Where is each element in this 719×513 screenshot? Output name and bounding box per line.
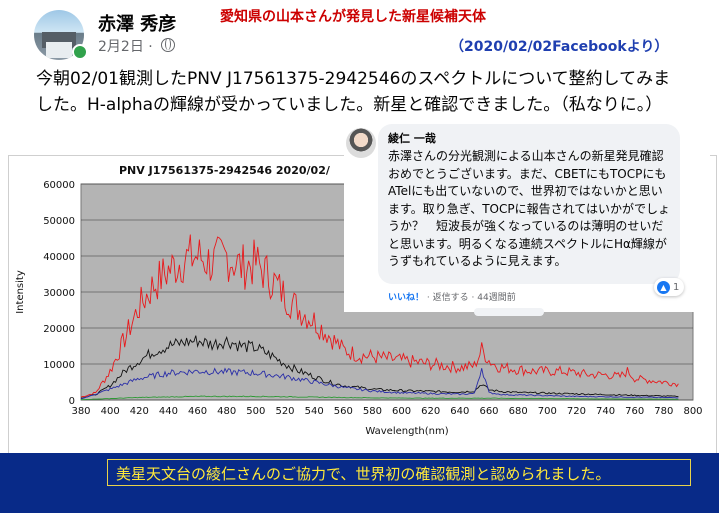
post-meta: 2月2日 ·: [98, 36, 176, 56]
post-text: 今朝02/01観測したPNV J17561375-2942546のスペクトルにつ…: [36, 69, 671, 115]
series-line-3: [80, 395, 679, 401]
x-tick-label: 420: [130, 406, 149, 417]
commenter-avatar[interactable]: [346, 128, 376, 158]
comment-actions: いいね！ · 返信する · 44週間前: [388, 290, 516, 303]
x-tick-label: 640: [450, 406, 469, 417]
comment-text: 赤澤さんの分光観測による山本さんの新星発見確認おめでとうございます。まだ、CBE…: [388, 149, 670, 268]
x-tick-label: 440: [159, 406, 178, 417]
y-tick-label: 30000: [43, 288, 75, 299]
caption-source: （2020/02/02Facebookより）: [450, 39, 669, 55]
series-line-0: [80, 234, 679, 398]
commenter-name[interactable]: 綾仁 一哉: [388, 132, 436, 145]
banner-box: 美星天文台の綾仁さんのご協力で、世界初の確認観測と認められました。: [107, 459, 691, 486]
avatar-wall: [46, 42, 72, 58]
y-tick-label: 10000: [43, 360, 75, 371]
comment-bubble: 綾仁 一哉 赤澤さんの分光観測による山本さんの新星発見確認おめでとうございます。…: [378, 124, 680, 284]
reaction-count[interactable]: ▲ 1: [654, 278, 685, 296]
like-button[interactable]: いいね！: [388, 293, 425, 303]
x-tick-label: 460: [188, 406, 207, 417]
x-tick-label: 600: [392, 406, 411, 417]
x-axis-label: Wavelength(nm): [365, 426, 448, 437]
x-tick-label: 380: [71, 406, 90, 417]
x-tick-label: 740: [596, 406, 615, 417]
y-tick-label: 40000: [43, 252, 75, 263]
reaction-count-value: 1: [673, 281, 680, 293]
caption-title: 愛知県の山本さんが発見した新星候補天体: [220, 9, 486, 25]
x-tick-label: 680: [509, 406, 528, 417]
x-tick-label: 720: [567, 406, 586, 417]
y-tick-label: 0: [69, 396, 75, 407]
x-tick-label: 760: [625, 406, 644, 417]
reply-button[interactable]: 返信する: [432, 293, 469, 303]
x-tick-label: 620: [421, 406, 440, 417]
chart-title: PNV J17561375-2942546 2020/02/: [119, 164, 331, 177]
x-tick-label: 560: [334, 406, 353, 417]
author-avatar[interactable]: [34, 10, 84, 60]
author-name[interactable]: 赤澤 秀彦: [98, 14, 177, 35]
y-axis-label: Intensity: [15, 270, 26, 314]
y-tick-label: 20000: [43, 324, 75, 335]
x-tick-label: 400: [101, 406, 120, 417]
meta-separator: ·: [148, 39, 153, 55]
x-tick-label: 780: [654, 406, 673, 417]
post-header: 赤澤 秀彦 2月2日 · 愛知県の山本さんが発見した新星候補天体 （2020/0…: [0, 0, 719, 60]
x-tick-label: 520: [275, 406, 294, 417]
y-tick-label: 60000: [43, 180, 75, 191]
series-line-1: [80, 335, 679, 399]
action-separator: ·: [471, 293, 475, 303]
online-status-icon: [72, 44, 88, 60]
globe-icon: [161, 38, 176, 52]
post-date[interactable]: 2月2日: [98, 39, 144, 55]
series-line-2: [80, 367, 679, 400]
x-tick-label: 540: [305, 406, 324, 417]
thumbs-up-icon: ▲: [657, 280, 670, 294]
comment: 綾仁 一哉 赤澤さんの分光観測による山本さんの新星発見確認おめでとうございます。…: [344, 122, 710, 316]
banner-text: 美星天文台の綾仁さんのご協力で、世界初の確認観測と認められました。: [116, 465, 611, 483]
action-separator: ·: [426, 293, 430, 303]
x-tick-label: 700: [538, 406, 557, 417]
banner: 美星天文台の綾仁さんのご協力で、世界初の確認観測と認められました。: [0, 453, 719, 513]
x-tick-label: 480: [217, 406, 236, 417]
x-tick-label: 660: [479, 406, 498, 417]
comment-time[interactable]: 44週間前: [477, 293, 516, 303]
x-tick-label: 500: [246, 406, 265, 417]
y-tick-label: 50000: [43, 216, 75, 227]
x-tick-label: 580: [363, 406, 382, 417]
x-tick-label: 800: [683, 406, 702, 417]
reply-bubble: [474, 308, 544, 316]
